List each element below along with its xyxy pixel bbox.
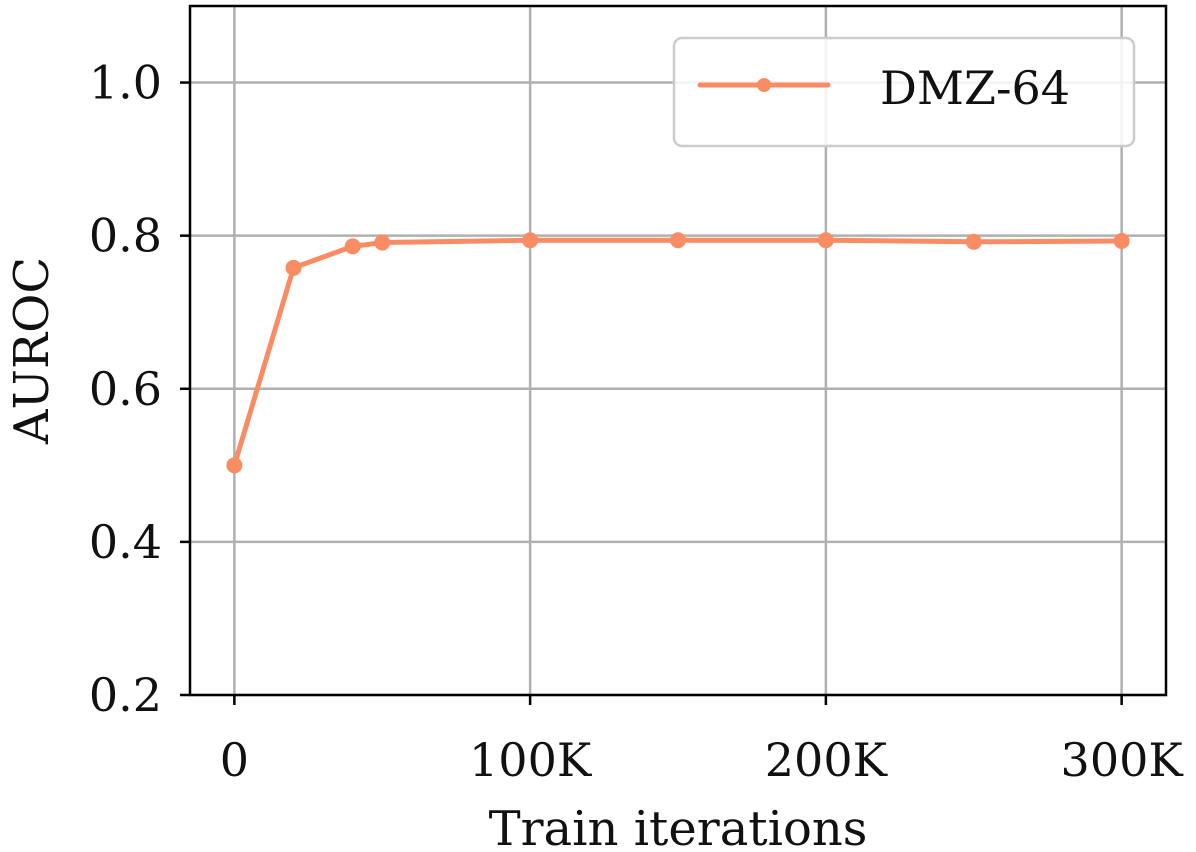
y-tick-label: 0.6 bbox=[89, 362, 162, 416]
legend-marker bbox=[757, 78, 771, 92]
data-point bbox=[965, 233, 982, 250]
legend-box bbox=[672, 36, 1136, 148]
x-tick-label: 0 bbox=[220, 733, 249, 787]
legend: DMZ-64 bbox=[672, 36, 1136, 148]
data-point bbox=[522, 232, 539, 249]
data-point bbox=[285, 259, 302, 276]
y-axis-ticks: 0.2 0.4 0.6 0.8 1.0 bbox=[89, 56, 190, 722]
y-tick-label: 0.8 bbox=[89, 209, 162, 263]
legend-label: DMZ-64 bbox=[880, 61, 1070, 115]
y-tick-label: 1.0 bbox=[89, 56, 162, 110]
plot-area-frame bbox=[188, 4, 1168, 697]
x-tick-label: 200K bbox=[765, 733, 889, 787]
x-tick-label: 100K bbox=[469, 733, 593, 787]
data-point bbox=[374, 234, 391, 251]
data-point bbox=[1113, 233, 1130, 250]
y-tick-label: 0.2 bbox=[89, 668, 162, 722]
series-line bbox=[231, 237, 1125, 468]
data-point bbox=[344, 238, 361, 255]
data-point bbox=[226, 457, 243, 474]
x-axis-ticks: 0 100K 200K 300K bbox=[220, 695, 1185, 787]
data-point bbox=[817, 232, 834, 249]
y-axis-label: AUROC bbox=[4, 257, 60, 445]
data-point bbox=[670, 232, 686, 249]
series-layer bbox=[226, 232, 1130, 474]
y-tick-label: 0.4 bbox=[89, 515, 162, 569]
x-axis-label: Train iterations bbox=[489, 801, 868, 852]
x-tick-label: 300K bbox=[1061, 733, 1185, 787]
